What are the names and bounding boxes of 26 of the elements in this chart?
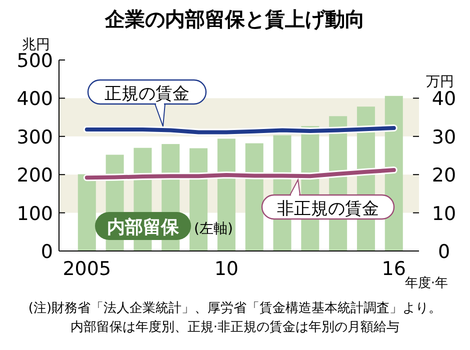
y2-tick-label: 20 [432,164,456,187]
annotation: (左軸) [194,221,233,237]
x-tick-label: 2005 [62,258,112,280]
y2-tick-label: 0 [438,241,450,263]
y2-tick-label: 10 [432,202,456,225]
series-label: 正規の賃金 [104,84,190,104]
text: (注)財務省「法人企業統計」、厚労省「賃金構造基本統計調査」より。 [28,301,442,316]
chart-title: 企業の内部留保と賃上げ動向 [104,7,365,31]
y-tick-label: 0 [40,241,53,263]
x-tick-label: 10 [214,258,239,280]
y-tick-label: 300 [16,126,53,148]
x-tick-label: 16 [382,258,406,280]
y-tick-label: 500 [16,50,53,72]
x-axis-title: 年度·年 [404,275,448,291]
text: 内部留保は年度別、正規·非正規の賃金は年別の月額給与 [70,319,400,335]
y-tick-label: 200 [16,164,53,187]
y-tick-label: 100 [16,202,53,225]
bar [245,143,264,251]
y2-tick-label: 40 [432,88,456,110]
bar [78,174,96,251]
y2-axis-title: 万円 [426,74,454,90]
series-label: 非正規の賃金 [277,199,379,219]
y2-tick-label: 30 [432,126,456,148]
y-axis-title: 兆円 [22,37,50,53]
y-tick-label: 400 [16,88,53,110]
series-label: 内部留保 [107,217,180,238]
